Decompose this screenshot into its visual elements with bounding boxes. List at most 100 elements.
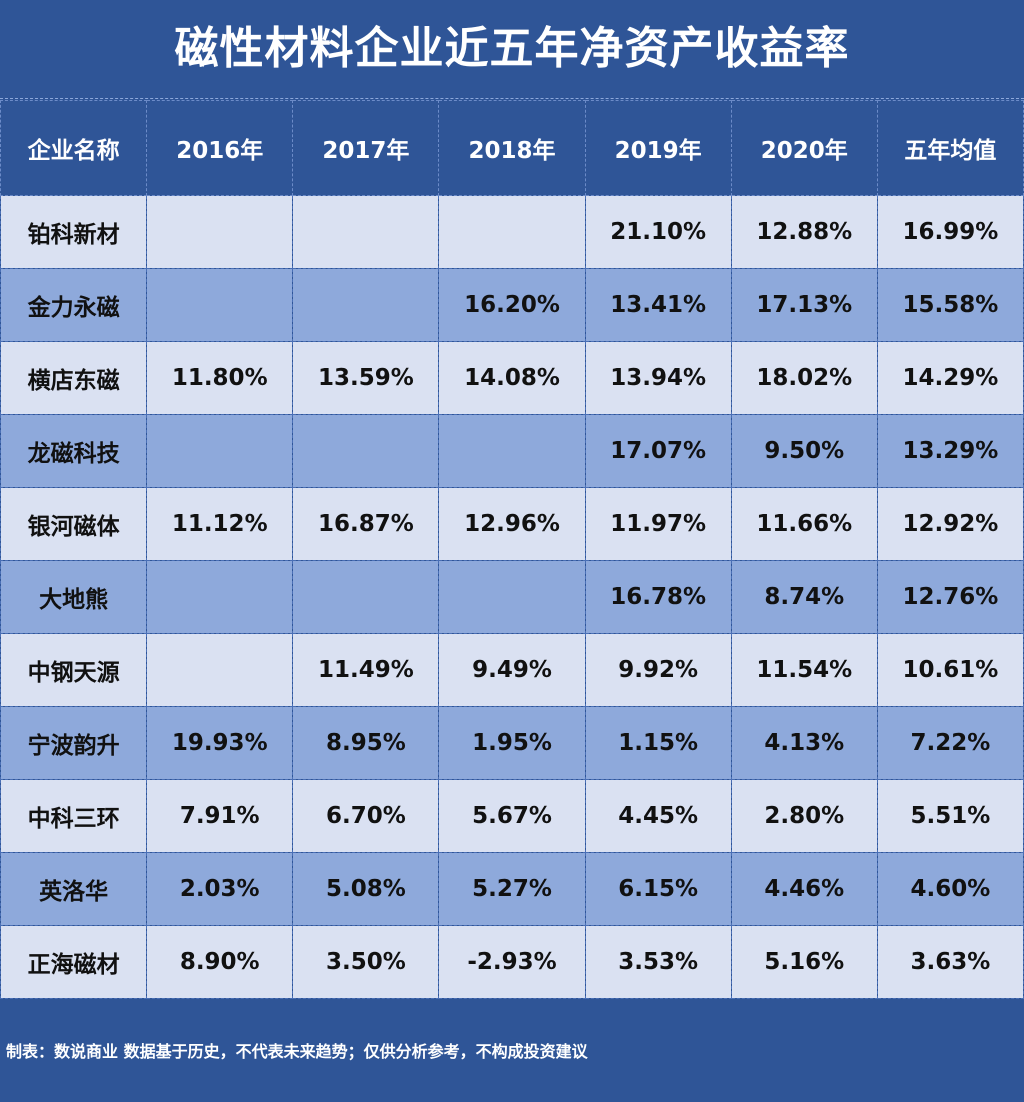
roe-value-cell: 5.16% (730, 925, 878, 999)
company-name-cell: 银河磁体 (0, 487, 148, 561)
roe-value-cell: 9.50% (730, 414, 878, 488)
table-row: 宁波韵升 19.93% 8.95% 1.95% 1.15% 4.13% 7.22% (0, 706, 1024, 780)
roe-value-cell: 10.61% (876, 633, 1024, 707)
table-header-row: 企业名称 2016年 2017年 2018年 2019年 2020年 五年均值 (0, 100, 1024, 196)
roe-table: 企业名称 2016年 2017年 2018年 2019年 2020年 五年均值 铂科新材 21… (0, 100, 1024, 999)
roe-value-cell: 11.49% (292, 633, 440, 707)
roe-value-cell: 13.59% (292, 341, 440, 415)
roe-value-cell: 11.80% (146, 341, 294, 415)
table-row: 英洛华 2.03% 5.08% 5.27% 6.15% 4.46% 4.60% (0, 852, 1024, 926)
roe-value-cell: 5.27% (438, 852, 586, 926)
roe-value-cell: 13.41% (584, 268, 732, 342)
table-body: 铂科新材 21.10% 12.88% 16.99% 金力永磁 16.20% 13.41% 17… (0, 195, 1024, 999)
roe-value-cell: 11.54% (730, 633, 878, 707)
roe-value-cell: 8.95% (292, 706, 440, 780)
table-row: 龙磁科技 17.07% 9.50% 13.29% (0, 414, 1024, 488)
roe-value-cell: 1.95% (438, 706, 586, 780)
roe-value-cell: 5.51% (876, 779, 1024, 853)
roe-value-cell (438, 414, 586, 488)
roe-value-cell: 7.91% (146, 779, 294, 853)
roe-value-cell (292, 268, 440, 342)
roe-value-cell (292, 560, 440, 634)
roe-value-cell: 3.53% (584, 925, 732, 999)
roe-value-cell: 13.94% (584, 341, 732, 415)
roe-value-cell: 12.96% (438, 487, 586, 561)
column-header: 2016年 (146, 100, 294, 196)
company-name-cell: 横店东磁 (0, 341, 148, 415)
roe-value-cell: 4.46% (730, 852, 878, 926)
company-name-cell: 龙磁科技 (0, 414, 148, 488)
roe-value-cell (146, 195, 294, 269)
roe-value-cell: 9.49% (438, 633, 586, 707)
table-row: 银河磁体 11.12% 16.87% 12.96% 11.97% 11.66% 12.92% (0, 487, 1024, 561)
roe-value-cell: 2.80% (730, 779, 878, 853)
company-name-cell: 铂科新材 (0, 195, 148, 269)
roe-value-cell: 18.02% (730, 341, 878, 415)
table-row: 铂科新材 21.10% 12.88% 16.99% (0, 195, 1024, 269)
roe-value-cell: 5.67% (438, 779, 586, 853)
roe-value-cell: 16.78% (584, 560, 732, 634)
roe-value-cell: 4.60% (876, 852, 1024, 926)
column-header: 2018年 (438, 100, 586, 196)
roe-value-cell: 13.29% (876, 414, 1024, 488)
company-name-cell: 大地熊 (0, 560, 148, 634)
roe-value-cell: 15.58% (876, 268, 1024, 342)
column-header: 五年均值 (876, 100, 1024, 196)
roe-value-cell: 16.20% (438, 268, 586, 342)
roe-value-cell: 12.76% (876, 560, 1024, 634)
roe-value-cell (438, 195, 586, 269)
roe-value-cell: 3.63% (876, 925, 1024, 999)
column-header: 2019年 (584, 100, 732, 196)
roe-value-cell: 3.50% (292, 925, 440, 999)
roe-value-cell: 11.12% (146, 487, 294, 561)
roe-value-cell: 7.22% (876, 706, 1024, 780)
company-name-cell: 宁波韵升 (0, 706, 148, 780)
roe-value-cell: 11.66% (730, 487, 878, 561)
company-name-cell: 正海磁材 (0, 925, 148, 999)
roe-value-cell: 21.10% (584, 195, 732, 269)
roe-value-cell: -2.93% (438, 925, 586, 999)
roe-value-cell: 2.03% (146, 852, 294, 926)
table-row: 金力永磁 16.20% 13.41% 17.13% 15.58% (0, 268, 1024, 342)
table-row: 大地熊 16.78% 8.74% 12.76% (0, 560, 1024, 634)
roe-value-cell: 12.88% (730, 195, 878, 269)
roe-value-cell: 14.08% (438, 341, 586, 415)
roe-value-cell (292, 414, 440, 488)
column-header-company: 企业名称 (0, 100, 148, 196)
roe-value-cell: 8.74% (730, 560, 878, 634)
roe-value-cell: 6.70% (292, 779, 440, 853)
roe-value-cell: 9.92% (584, 633, 732, 707)
footer-note: 制表：数说商业 数据基于历史，不代表未来趋势；仅供分析参考，不构成投资建议 (6, 1042, 588, 1061)
roe-value-cell (146, 268, 294, 342)
column-header: 2017年 (292, 100, 440, 196)
roe-value-cell (438, 560, 586, 634)
table-row: 中钢天源 11.49% 9.49% 9.92% 11.54% 10.61% (0, 633, 1024, 707)
roe-value-cell: 4.45% (584, 779, 732, 853)
roe-value-cell (292, 195, 440, 269)
column-header: 2020年 (730, 100, 878, 196)
roe-value-cell (146, 414, 294, 488)
roe-value-cell: 17.13% (730, 268, 878, 342)
roe-value-cell: 11.97% (584, 487, 732, 561)
table-row: 横店东磁 11.80% 13.59% 14.08% 13.94% 18.02% 14.29% (0, 341, 1024, 415)
roe-value-cell: 17.07% (584, 414, 732, 488)
title-divider (0, 98, 1024, 99)
roe-value-cell: 14.29% (876, 341, 1024, 415)
roe-value-cell: 8.90% (146, 925, 294, 999)
roe-value-cell: 19.93% (146, 706, 294, 780)
roe-value-cell: 5.08% (292, 852, 440, 926)
roe-value-cell: 16.99% (876, 195, 1024, 269)
company-name-cell: 英洛华 (0, 852, 148, 926)
company-name-cell: 中钢天源 (0, 633, 148, 707)
roe-value-cell: 12.92% (876, 487, 1024, 561)
page-title: 磁性材料企业近五年净资产收益率 (174, 23, 850, 74)
company-name-cell: 金力永磁 (0, 268, 148, 342)
table-row: 中科三环 7.91% 6.70% 5.67% 4.45% 2.80% 5.51% (0, 779, 1024, 853)
roe-value-cell: 4.13% (730, 706, 878, 780)
roe-value-cell (146, 633, 294, 707)
roe-value-cell (146, 560, 294, 634)
roe-value-cell: 16.87% (292, 487, 440, 561)
roe-value-cell: 6.15% (584, 852, 732, 926)
table-row: 正海磁材 8.90% 3.50% -2.93% 3.53% 5.16% 3.63% (0, 925, 1024, 999)
roe-value-cell: 1.15% (584, 706, 732, 780)
